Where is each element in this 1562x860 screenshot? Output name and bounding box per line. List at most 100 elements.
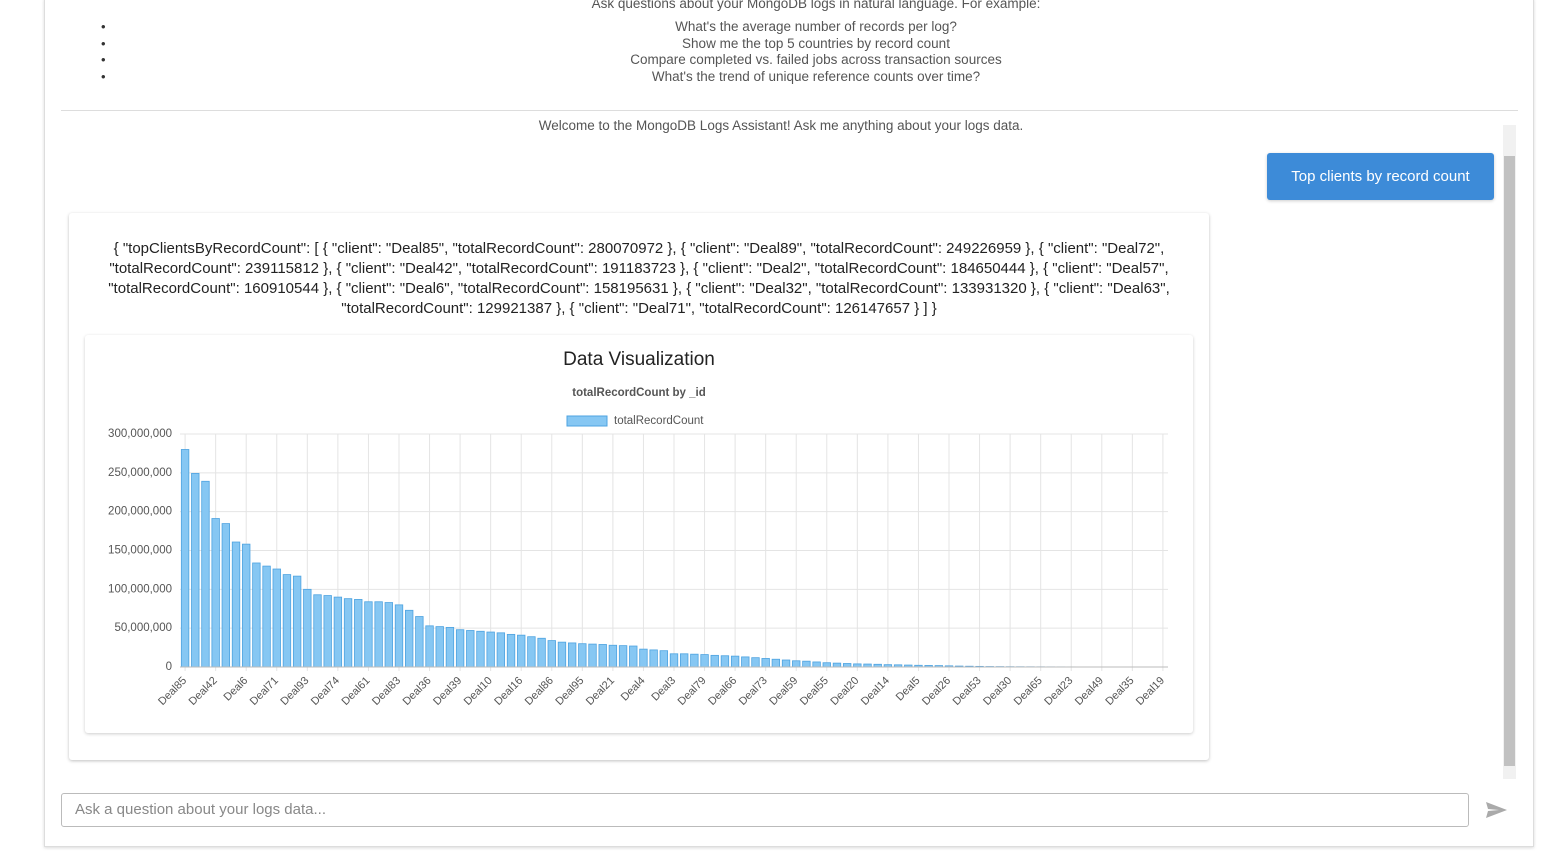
bar [781,659,791,668]
x-tick-label: Deal65 [1012,675,1045,708]
y-tick-label: 250,000,000 [108,467,172,479]
chart: Data Visualization totalRecordCount by _… [108,349,1168,708]
bar [221,523,231,668]
x-tick-label: Deal55 [798,675,831,708]
bar [455,629,465,668]
y-tick-label: 300,000,000 [108,428,172,440]
bar [720,655,730,668]
bar [435,626,444,668]
user-message: Top clients by record count [1267,153,1494,200]
bar [527,636,536,668]
bar [191,473,200,668]
x-tick-label: Deal39 [431,675,464,708]
bar [394,604,404,668]
bar [751,657,760,668]
bar [578,643,587,668]
bar [629,645,638,668]
bar [730,655,740,668]
example[interactable]: Show me the top 5 countries by record co… [682,36,950,51]
bullet: • [101,52,106,67]
bar [252,562,261,668]
bar [211,518,220,668]
input-placeholder: Ask a question about your logs data... [75,801,326,818]
bar [384,602,393,668]
x-tick-label: Deal73 [737,675,770,708]
x-tick-label: Deal53 [951,675,984,708]
x-tick-label: Deal74 [309,675,342,708]
bar [649,649,658,668]
example[interactable]: What's the trend of unique reference cou… [651,69,981,84]
bar [180,449,190,668]
bar [842,663,852,668]
x-tick-label: Deal23 [1042,675,1075,708]
intro-text: Ask questions about your MongoDB logs in… [591,0,1041,11]
x-tick-label: Deal85 [156,675,189,708]
bar [343,598,353,668]
x-tick-label: Deal79 [676,675,709,708]
x-tick-label: Deal66 [706,675,739,708]
bar [323,595,332,668]
bar [700,654,709,668]
x-tick-label: Deal30 [981,675,1014,708]
x-tick-label: Deal21 [584,675,617,708]
bar [364,601,373,668]
bar [598,644,607,668]
bar [415,616,424,668]
x-tick-label: Deal49 [1073,675,1106,708]
x-tick-label: Deal6 [222,675,251,704]
bar [303,588,312,668]
scroll-thumb[interactable] [1504,156,1515,766]
bot-text: { "topClientsByRecordCount": [ { "client… [108,240,1170,317]
x-tick-label: Deal20 [828,675,861,708]
bar [832,662,842,668]
example[interactable]: Compare completed vs. failed jobs across… [630,52,1002,67]
x-tick-label: Deal4 [619,675,648,704]
bar [710,654,719,668]
x-tick-label: Deal35 [1103,675,1136,708]
bar [680,653,689,668]
send-button[interactable] [1485,800,1509,820]
bar [517,634,526,668]
y-tick-label: 150,000,000 [108,545,172,557]
bar [262,565,271,668]
bar [374,601,383,668]
bar [690,653,699,668]
bar [588,643,597,668]
bar [466,630,475,668]
bar [608,644,618,668]
x-tick-label: Deal14 [859,675,892,708]
question-input[interactable] [61,793,1469,827]
bar [506,633,516,668]
bullet: • [101,69,106,84]
bar [242,543,251,668]
bar [547,640,556,668]
bar [537,637,546,668]
bar [282,574,292,668]
chart-title: Data Visualization [563,349,715,370]
bar [792,660,801,668]
example[interactable]: What's the average number of records per… [675,19,957,34]
bar [557,641,567,668]
bar [567,642,577,668]
bar [669,653,679,668]
app-container [44,0,1534,847]
bar [333,596,343,668]
bar [405,609,414,668]
bullet: • [101,36,106,51]
bar [445,626,455,668]
chat-top: Welcome to the MongoDB Logs Assistant! A… [61,120,1501,134]
bar [476,630,485,668]
y-tick-label: 0 [166,661,172,673]
bar [771,658,781,668]
bar [761,658,770,668]
y-tick-label: 200,000,000 [108,506,172,518]
bar [313,594,322,668]
bar [496,632,506,668]
bar [822,662,831,668]
x-tick-label: Deal93 [278,675,311,708]
bar [741,656,750,668]
chart-subtitle: totalRecordCount by _id [572,387,706,399]
x-tick-label: Deal5 [894,675,923,704]
divider [61,110,1518,111]
